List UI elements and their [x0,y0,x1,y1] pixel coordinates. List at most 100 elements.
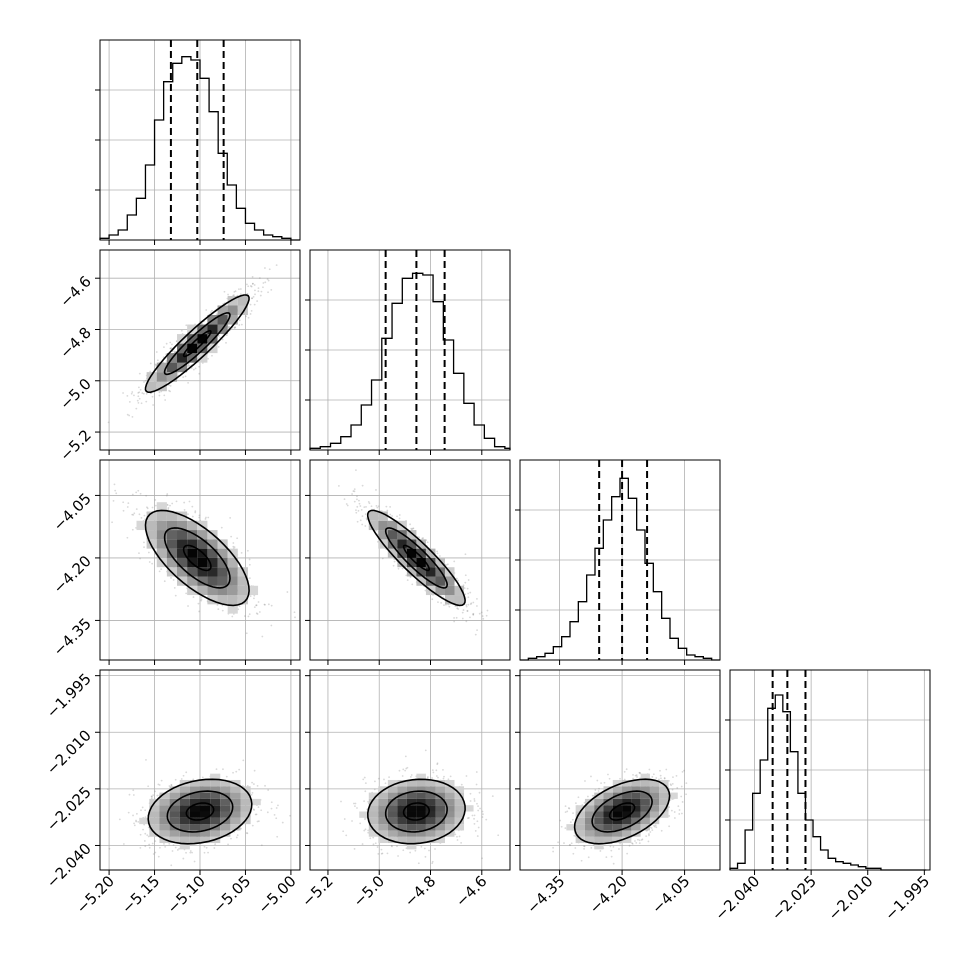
sample-point [267,603,270,606]
sample-point [406,579,409,582]
sample-point [353,488,356,491]
density-cell [169,792,180,799]
sample-point [137,386,140,389]
sample-point [466,610,469,613]
sample-point [168,842,171,845]
x-tick-label: −5.20 [73,872,118,917]
sample-point [267,789,270,791]
histogram-step [309,272,511,450]
sample-point [147,785,150,788]
sample-point [448,605,451,608]
density-cell [207,576,218,586]
sample-point [142,828,144,831]
sample-point [235,770,238,773]
sample-point [131,391,134,393]
density-cell [217,305,228,316]
sample-point [474,633,477,636]
sample-point [267,279,270,282]
density-cell [210,779,221,787]
sample-point [228,325,231,328]
sample-point [431,769,434,772]
sample-point [188,500,191,503]
sample-point [254,289,256,292]
sample-point [246,549,249,552]
scatter-panel: −4.35−4.20−4.05 [50,459,301,665]
sample-point [374,842,377,845]
sample-point [189,851,192,854]
sample-point [185,851,187,854]
sample-point [248,613,251,616]
sample-point [264,281,267,284]
sample-point [355,509,357,512]
sample-point [455,616,458,619]
x-tick-label: −4.6 [452,872,490,910]
contour-line [182,330,212,358]
sample-point [238,319,241,322]
sample-point [256,784,259,787]
sample-point [353,500,356,503]
sample-point [135,812,138,815]
density-cell [227,295,238,306]
sample-point [183,501,186,504]
sample-point [346,504,349,507]
sample-point [180,329,183,332]
sample-point [175,500,178,503]
sample-point [213,847,216,849]
sample-point [128,414,131,417]
density-cell [189,824,200,831]
x-tick-label: −5.10 [164,872,209,917]
sample-point [461,617,464,620]
sample-point [431,598,434,601]
x-tick-label: −1.995 [881,872,933,924]
sample-point [467,603,470,606]
density-cell [166,539,178,549]
sample-point [198,514,201,517]
sample-point [140,402,143,405]
sample-point [251,276,254,278]
sample-point [166,504,169,506]
sample-point [456,835,458,838]
density-cell [156,381,167,392]
sample-point [139,846,142,849]
sample-point [187,365,190,368]
sample-point [155,364,157,366]
sample-point [132,789,135,792]
sample-point [127,502,130,504]
sample-point [135,526,137,529]
sample-point [144,832,147,835]
sample-point [392,564,395,567]
sample-point [122,392,124,394]
density-cell [189,811,200,818]
sample-point [361,523,364,526]
sample-point [138,397,141,400]
sample-point [409,776,412,778]
sample-point [238,324,241,326]
sample-point [137,395,140,398]
sample-point [397,567,400,570]
sample-point [233,294,235,297]
sample-point [163,346,165,349]
sample-point [461,611,464,614]
sample-point [232,771,234,774]
density-cell [230,792,241,799]
density-cell [240,798,251,806]
sample-point [257,287,260,290]
sample-point [229,516,232,519]
sample-point [396,845,398,848]
density-cell [179,817,190,825]
sample-point [365,517,368,520]
sample-point [234,290,237,293]
sample-point [221,338,224,341]
density-cell [197,343,208,354]
sample-point [138,552,140,554]
density-cell [210,792,221,799]
sample-point [248,558,251,561]
sample-point [158,570,161,573]
sample-point [376,506,379,509]
density-cell [230,817,241,825]
y-tick-label: −4.20 [50,552,95,597]
density-cell [179,824,190,831]
sample-point [188,365,191,367]
sample-point [262,282,265,284]
sample-point [340,800,342,803]
